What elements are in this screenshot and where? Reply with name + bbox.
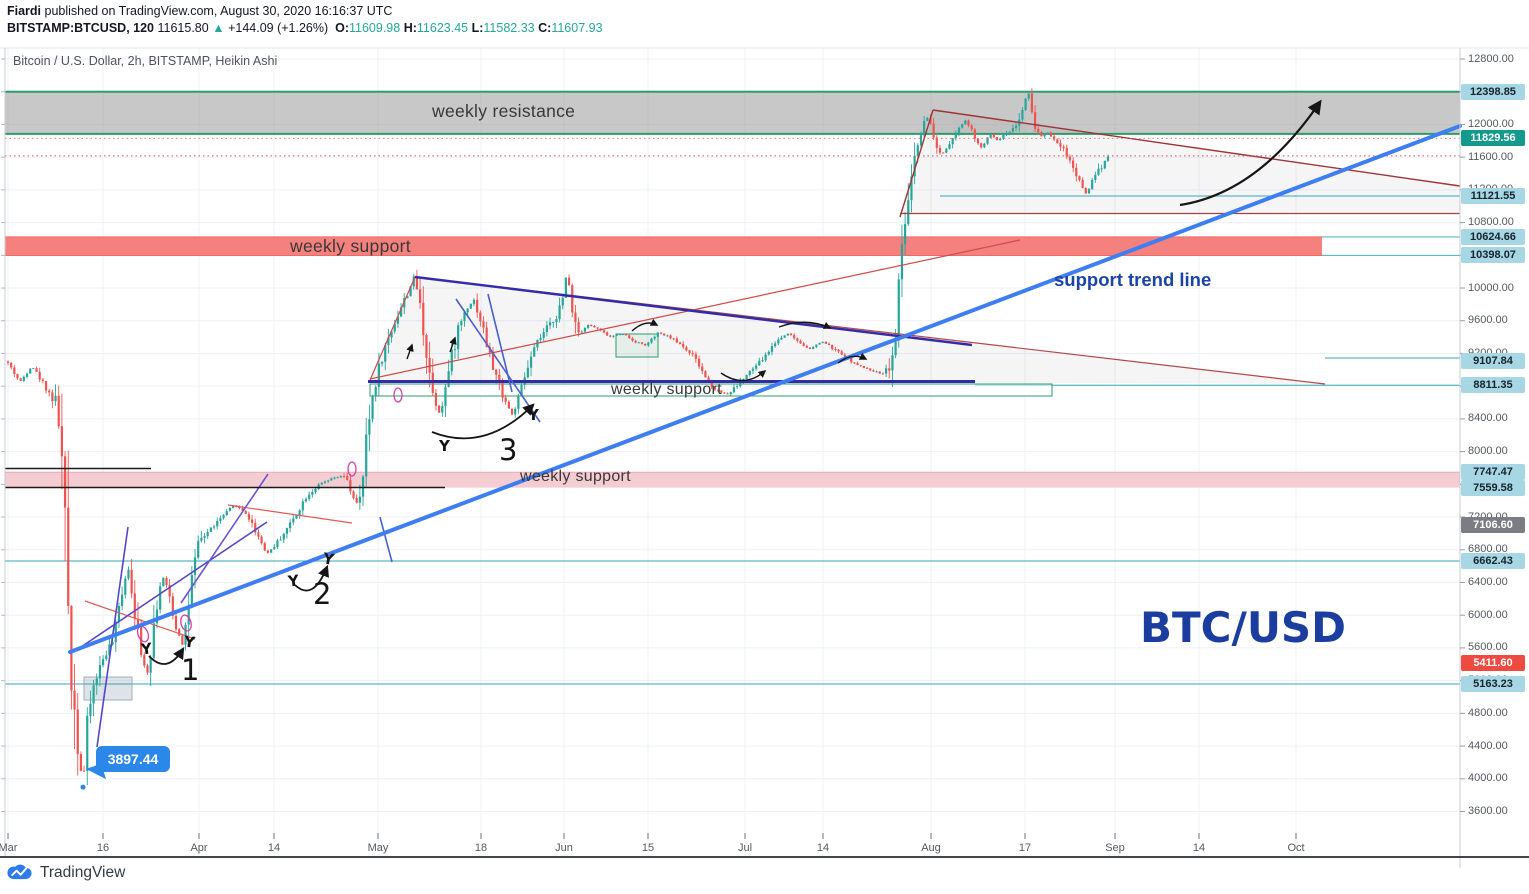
price-axis-tick: 9600.00 [1468, 314, 1508, 327]
time-axis-tick: 14 [816, 842, 830, 854]
annotation-y-label: Y [439, 437, 450, 455]
symbol-watermark: BTC/USD [1140, 603, 1347, 652]
author-name: Fiardi [7, 4, 42, 18]
annotation-wave-2: 2 [313, 577, 332, 611]
price-axis-tick: 5600.00 [1468, 641, 1508, 654]
annotation-weekly-resistance: weekly resistance [432, 101, 576, 121]
support-resistance-zones [5, 90, 1460, 488]
price-axis-tick: 4400.00 [1468, 739, 1508, 752]
time-axis-tick: Jun [555, 842, 573, 854]
annotation-arrows [148, 99, 1322, 665]
price-axis-tick: 12800.00 [1468, 52, 1514, 65]
annotation-weekly-support-lower: weekly support [520, 468, 631, 485]
annotation-y-label: Y [140, 639, 153, 659]
price-up-arrow-icon: ▲ [212, 21, 225, 35]
time-axis-tick: Oct [1287, 842, 1305, 854]
close-label: C: [538, 21, 552, 35]
time-axis-tick: 16 [96, 842, 110, 854]
high-value: 11623.45 [416, 21, 469, 35]
price-axis-tick: 4000.00 [1468, 772, 1508, 785]
publish-header-line1: Fiardi published on TradingView.com, Aug… [7, 4, 392, 18]
time-axis-tick: Mar [0, 842, 18, 854]
annotation-y-label: Y [182, 632, 197, 652]
time-axis-tick: 14 [267, 842, 281, 854]
price-axis-tick: 10800.00 [1468, 216, 1514, 229]
last-price: 11615.80 [157, 21, 209, 35]
price-axis-tick: 8400.00 [1468, 412, 1508, 425]
price-axis-tick: 10000.00 [1468, 281, 1514, 294]
annotation-support-trend-line: support trend line [1054, 269, 1212, 290]
time-axis-tick: 14 [1192, 842, 1206, 854]
tradingview-logo-icon [6, 863, 33, 882]
drawing-trend-lines [5, 109, 1461, 748]
time-scale[interactable]: Mar 16 Apr 14 May 18 Jun 15 Jul 14 Aug 17 Sep 14 Oct [0, 838, 1460, 854]
time-axis-tick: May [367, 842, 389, 854]
price-axis-tick: 6000.00 [1468, 608, 1508, 621]
time-axis-tick: Aug [921, 842, 941, 854]
price-axis-label-level: 6662.43 [1461, 553, 1525, 569]
axis-frame [0, 47, 1529, 868]
price-axis-label-level: 10398.07 [1461, 247, 1525, 264]
low-value: 11582.33 [483, 21, 535, 35]
price-axis-label-level: 7559.58 [1461, 479, 1525, 496]
chart-legend-title[interactable]: Bitcoin / U.S. Dollar, 2h, BITSTAMP, Hei… [13, 54, 278, 68]
price-axis-label-gray: 7106.60 [1461, 516, 1525, 533]
price-axis-tick: 3600.00 [1468, 805, 1508, 817]
price-axis-label-level: 12398.85 [1461, 83, 1525, 100]
low-label: L: [471, 21, 484, 35]
time-axis-tick: 15 [641, 842, 655, 854]
annotation-y-label: Y [287, 571, 300, 591]
price-axis-label-level: 11121.55 [1461, 188, 1525, 205]
high-label: H: [403, 21, 417, 35]
price-axis-tick: 12000.00 [1468, 117, 1514, 130]
open-value: 11609.98 [348, 21, 401, 35]
open-label: O: [335, 21, 349, 35]
annotation-y-label: Y [528, 406, 539, 424]
annotation-weekly-support-top: weekly support [290, 236, 411, 256]
price-callout-low: 3897.44 [96, 746, 170, 772]
price-level-lines [5, 195, 1460, 701]
annotation-wave-1: 1 [181, 653, 200, 687]
price-axis-tick: 11600.00 [1468, 150, 1514, 163]
price-axis-label-level: 9107.84 [1461, 352, 1525, 369]
time-axis-tick: 18 [474, 842, 488, 854]
price-change: +144.09 (+1.26%) [228, 21, 329, 35]
support-trend-line-drawing [68, 124, 1462, 654]
time-axis-tick: Jul [737, 842, 753, 854]
price-axis-tick: 4800.00 [1468, 706, 1508, 719]
tradingview-logo[interactable]: TradingView [6, 863, 125, 882]
price-axis-label-current: 11829.56 [1461, 130, 1525, 147]
price-axis-tick: 6800.00 [1468, 543, 1508, 556]
symbol-and-interval: BITSTAMP:BTCUSD, 120 [7, 21, 155, 35]
time-axis-tick: Sep [1105, 842, 1125, 854]
price-scale[interactable]: 12800.0012400.0012000.0011600.0011200.00… [1460, 48, 1529, 858]
annotation-wave-3: 3 [499, 433, 518, 467]
price-axis-label-level: 8811.35 [1461, 377, 1525, 394]
publish-info: published on TradingView.com, August 30,… [41, 4, 393, 18]
close-value: 11607.93 [551, 21, 603, 35]
price-axis-tick: 8000.00 [1468, 445, 1508, 458]
price-axis-label-level: 7747.47 [1461, 464, 1525, 481]
price-axis-label-level: 10624.66 [1461, 228, 1525, 245]
price-axis-label-level: 5163.23 [1461, 675, 1525, 692]
tradingview-logo-text: TradingView [40, 863, 126, 881]
price-axis-tick: 6400.00 [1468, 575, 1508, 588]
annotation-weekly-support-mid: weekly support [611, 381, 722, 398]
time-axis-tick: Apr [190, 842, 208, 854]
price-axis-label-red: 5411.60 [1461, 655, 1525, 672]
time-axis-tick: 17 [1018, 842, 1032, 854]
publish-header-line2: BITSTAMP:BTCUSD, 120 11615.80 ▲ +144.09 … [7, 21, 603, 35]
